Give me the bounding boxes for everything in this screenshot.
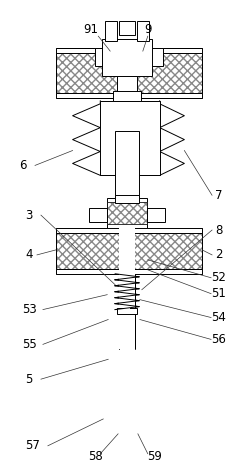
Bar <box>55 233 201 269</box>
Bar <box>55 48 201 98</box>
Text: 55: 55 <box>22 338 36 351</box>
Bar <box>55 53 201 93</box>
Text: 6: 6 <box>19 159 27 172</box>
Bar <box>146 208 164 222</box>
Bar <box>119 228 134 274</box>
Text: 57: 57 <box>25 439 40 452</box>
Bar <box>105 21 117 41</box>
Text: 51: 51 <box>211 287 226 300</box>
Text: 5: 5 <box>25 373 33 386</box>
Text: 2: 2 <box>214 248 222 261</box>
Text: 8: 8 <box>214 224 222 237</box>
Bar <box>117 308 136 314</box>
Text: 3: 3 <box>25 209 33 222</box>
Bar <box>100 101 159 175</box>
Bar <box>107 198 146 228</box>
Bar <box>115 131 138 198</box>
Text: 58: 58 <box>88 450 102 463</box>
Bar <box>107 202 146 224</box>
Bar <box>55 53 201 93</box>
Text: 9: 9 <box>143 23 151 36</box>
Bar <box>55 233 201 269</box>
Text: 54: 54 <box>211 311 226 324</box>
Bar <box>89 208 107 222</box>
Bar <box>113 91 140 101</box>
Text: 53: 53 <box>22 303 36 316</box>
Bar <box>119 109 134 349</box>
Bar <box>95 48 162 66</box>
Text: 7: 7 <box>214 189 222 202</box>
Text: 52: 52 <box>211 271 226 284</box>
Bar <box>107 202 146 224</box>
Bar <box>119 21 134 35</box>
Bar <box>115 195 138 203</box>
Text: 91: 91 <box>83 23 98 36</box>
Bar <box>136 21 148 41</box>
Bar <box>102 39 151 76</box>
Text: 56: 56 <box>211 333 226 346</box>
Bar <box>123 228 130 310</box>
Text: 59: 59 <box>147 450 162 463</box>
Text: 4: 4 <box>25 248 33 261</box>
Bar <box>55 228 201 274</box>
Bar <box>117 76 136 94</box>
